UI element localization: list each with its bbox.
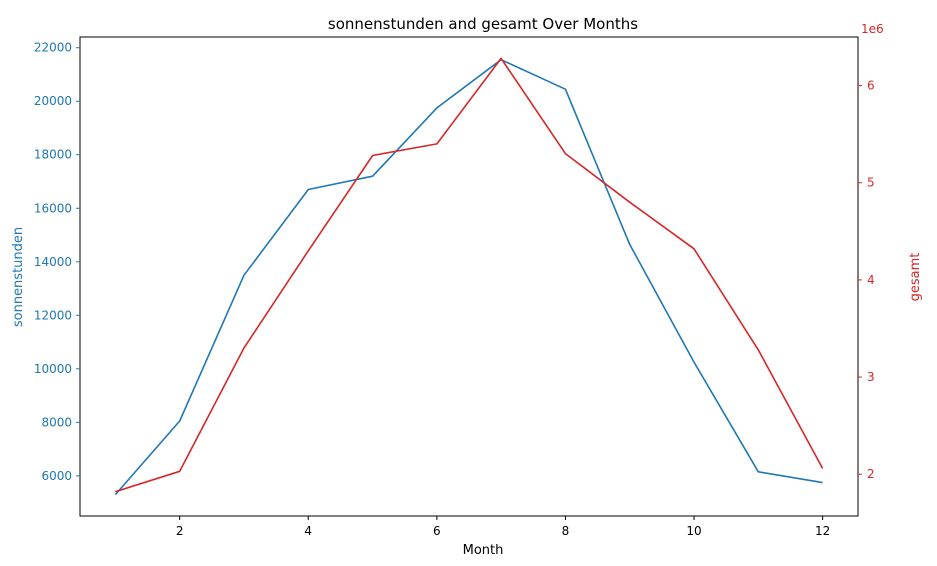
chart-title: sonnenstunden and gesamt Over Months <box>328 15 638 33</box>
left-y-tick-label: 8000 <box>41 415 72 429</box>
x-tick-label: 2 <box>176 524 184 538</box>
left-y-tick-label: 10000 <box>34 362 72 376</box>
x-tick-label: 6 <box>433 524 441 538</box>
right-y-tick-label: 2 <box>867 467 875 481</box>
right-y-tick-label: 5 <box>867 176 875 190</box>
left-y-tick-label: 12000 <box>34 308 72 322</box>
left-y-tick-label: 14000 <box>34 255 72 269</box>
left-y-axis-label: sonnenstunden <box>11 227 26 327</box>
right-y-tick-label: 6 <box>867 79 875 93</box>
left-y-tick-label: 22000 <box>34 41 72 55</box>
left-y-tick-label: 6000 <box>41 469 72 483</box>
right-y-axis-label: gesamt <box>908 253 923 302</box>
x-tick-label: 8 <box>562 524 570 538</box>
right-y-tick-label: 3 <box>867 370 875 384</box>
x-axis-label: Month <box>463 543 504 558</box>
x-tick-label: 4 <box>304 524 312 538</box>
right-axis-multiplier: 1e6 <box>861 22 884 36</box>
plot-area-frame <box>79 36 859 517</box>
series-line-sonnenstunden <box>114 58 823 496</box>
x-tick-label: 12 <box>815 524 830 538</box>
series-line-gesamt <box>115 57 824 493</box>
left-y-tick-label: 20000 <box>34 94 72 108</box>
x-tick-label: 10 <box>686 524 701 538</box>
left-y-tick-label: 18000 <box>34 148 72 162</box>
left-y-tick-label: 16000 <box>34 201 72 215</box>
right-y-tick-label: 4 <box>867 273 875 287</box>
